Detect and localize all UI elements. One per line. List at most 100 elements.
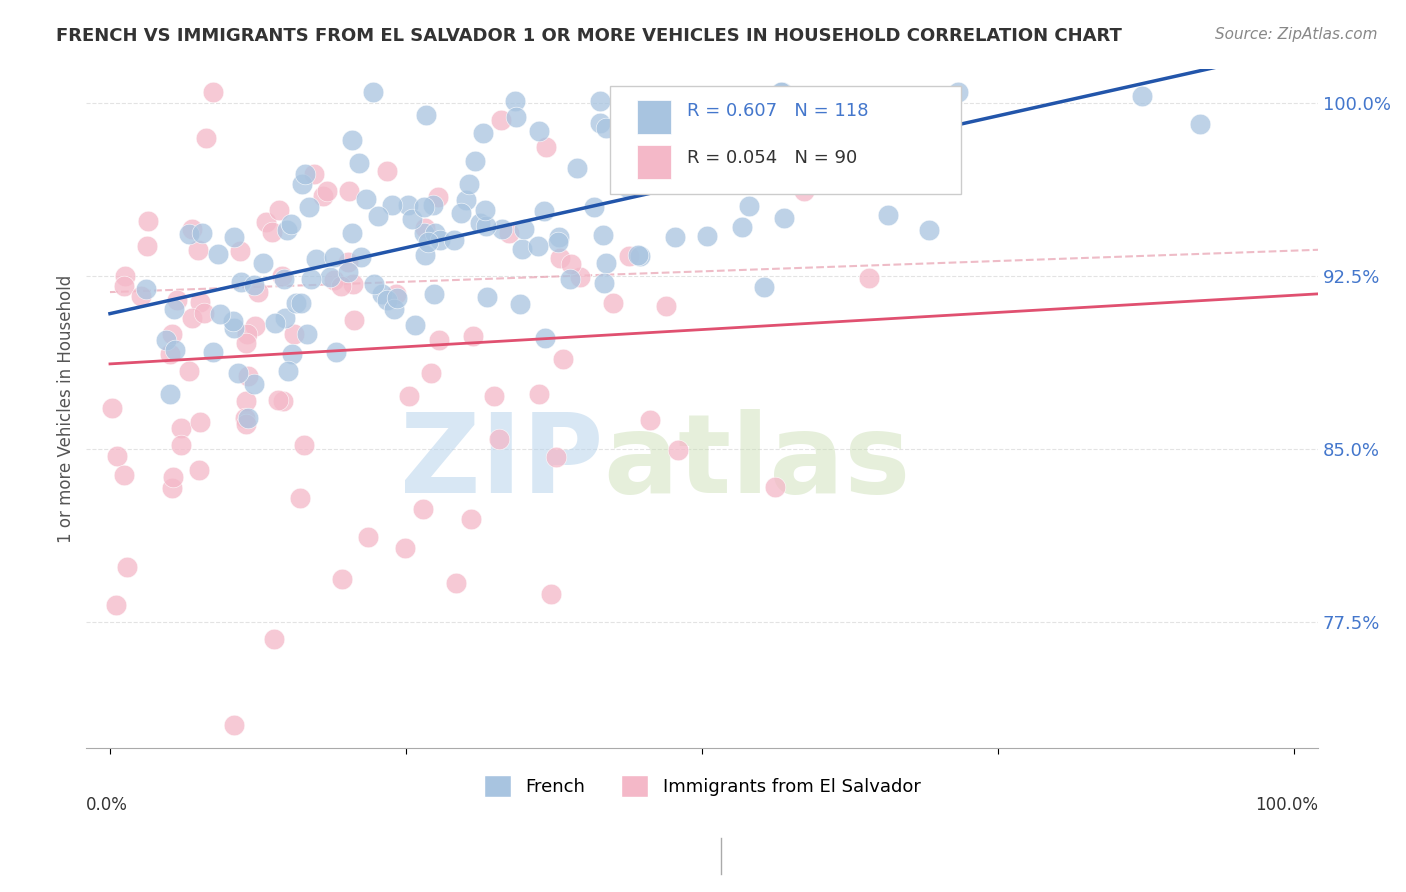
French [337, 264, 360, 278]
French [423, 287, 446, 301]
French [464, 153, 486, 168]
Immigrants from El Salvador [247, 285, 270, 299]
French [363, 277, 385, 292]
Immigrants from El Salvador [236, 368, 259, 383]
French [443, 233, 465, 247]
Immigrants from El Salvador [763, 480, 786, 494]
Legend: French, Immigrants from El Salvador: French, Immigrants from El Salvador [477, 768, 928, 804]
French [273, 272, 295, 286]
Immigrants from El Salvador [540, 587, 562, 601]
French [547, 235, 569, 249]
Immigrants from El Salvador [188, 415, 211, 429]
Immigrants from El Salvador [115, 560, 138, 574]
French [366, 209, 388, 223]
Immigrants from El Salvador [444, 575, 467, 590]
French [422, 198, 444, 212]
Immigrants from El Salvador [233, 411, 256, 425]
Immigrants from El Salvador [498, 226, 520, 240]
French [512, 222, 534, 236]
Immigrants from El Salvador [229, 244, 252, 258]
Immigrants from El Salvador [188, 295, 211, 310]
French [159, 386, 181, 401]
Immigrants from El Salvador [112, 467, 135, 482]
Immigrants from El Salvador [131, 289, 153, 303]
Immigrants from El Salvador [427, 190, 450, 204]
French [277, 364, 299, 378]
Immigrants from El Salvador [254, 215, 277, 229]
French [323, 250, 346, 264]
French [299, 272, 322, 286]
French [347, 156, 370, 170]
French [274, 311, 297, 326]
Immigrants from El Salvador [429, 334, 451, 348]
Immigrants from El Salvador [177, 364, 200, 378]
Immigrants from El Salvador [267, 203, 290, 218]
French [457, 177, 479, 191]
Immigrants from El Salvador [548, 251, 571, 265]
French [280, 217, 302, 231]
French [163, 301, 186, 316]
French [305, 252, 328, 266]
Immigrants from El Salvador [136, 239, 159, 253]
Immigrants from El Salvador [302, 167, 325, 181]
Immigrants from El Salvador [568, 269, 591, 284]
Immigrants from El Salvador [159, 347, 181, 361]
French [354, 192, 377, 206]
Immigrants from El Salvador [617, 249, 640, 263]
Immigrants from El Salvador [270, 269, 292, 284]
Immigrants from El Salvador [337, 254, 360, 268]
French [752, 280, 775, 294]
Immigrants from El Salvador [170, 438, 193, 452]
French [318, 270, 340, 285]
Immigrants from El Salvador [412, 502, 434, 516]
French [276, 222, 298, 236]
Immigrants from El Salvador [329, 278, 352, 293]
Text: atlas: atlas [603, 409, 911, 516]
French [664, 229, 686, 244]
French [731, 219, 754, 234]
FancyBboxPatch shape [637, 101, 672, 135]
Immigrants from El Salvador [357, 530, 380, 544]
Immigrants from El Salvador [101, 401, 124, 416]
French [371, 287, 394, 301]
Immigrants from El Salvador [489, 112, 512, 127]
French [628, 249, 651, 263]
French [243, 278, 266, 293]
French [231, 276, 253, 290]
Immigrants from El Salvador [312, 189, 335, 203]
Immigrants from El Salvador [160, 481, 183, 495]
French [548, 229, 571, 244]
Immigrants from El Salvador [114, 268, 136, 283]
French [350, 250, 373, 264]
French [589, 116, 612, 130]
Text: 100.0%: 100.0% [1256, 796, 1319, 814]
French [770, 85, 793, 99]
French [505, 110, 527, 124]
French [592, 276, 614, 290]
Y-axis label: 1 or more Vehicles in Household: 1 or more Vehicles in Household [58, 275, 75, 542]
French [1130, 89, 1153, 103]
French [626, 95, 648, 110]
French [418, 235, 440, 249]
Immigrants from El Salvador [243, 318, 266, 333]
French [592, 227, 614, 242]
French [342, 227, 364, 241]
Immigrants from El Salvador [413, 220, 436, 235]
Immigrants from El Salvador [136, 213, 159, 227]
French [510, 242, 533, 256]
Immigrants from El Salvador [166, 293, 188, 307]
French [201, 345, 224, 359]
French [475, 290, 498, 304]
Immigrants from El Salvador [290, 491, 312, 506]
French [770, 85, 793, 99]
Immigrants from El Salvador [283, 327, 305, 342]
French [491, 221, 513, 235]
Immigrants from El Salvador [263, 632, 285, 646]
French [616, 181, 638, 195]
Immigrants from El Salvador [187, 463, 209, 477]
French [290, 296, 312, 310]
Immigrants from El Salvador [162, 470, 184, 484]
Immigrants from El Salvador [235, 394, 257, 409]
French [222, 320, 245, 334]
French [396, 198, 419, 212]
